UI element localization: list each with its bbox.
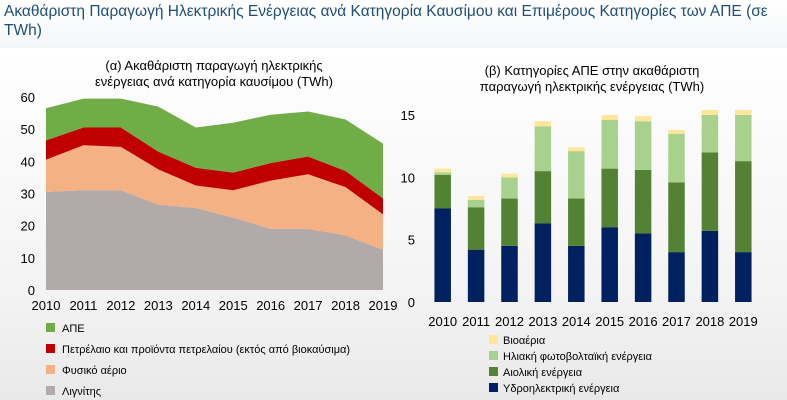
- bar-0: [467, 249, 485, 302]
- bar-1: [634, 169, 652, 234]
- bar-0: [735, 252, 752, 302]
- chart-b-x-tick: 2018: [695, 314, 724, 329]
- bar-3: [501, 173, 518, 178]
- area-series-0: [46, 190, 383, 290]
- bar-1: [568, 198, 585, 246]
- chart-a-x-tick: 2012: [106, 298, 135, 313]
- chart-a-y-tick: 30: [21, 187, 35, 202]
- chart-a-x-tick: 2016: [256, 298, 285, 313]
- bar-2: [501, 177, 518, 199]
- chart-a-legend-label: Λιγνίτης: [62, 386, 101, 398]
- chart-a-x-tick: 2010: [32, 298, 61, 313]
- chart-a-y-tick: 20: [21, 219, 35, 234]
- chart-a-legend-label: Φυσικό αέριο: [62, 365, 127, 377]
- chart-a-title-line: (α) Ακαθάριστη παραγωγή ηλεκτρικής: [105, 58, 322, 73]
- bar-0: [601, 227, 618, 302]
- bar-1: [534, 171, 552, 224]
- chart-a-legend-label: Πετρέλαιο και προϊόντα πετρελαίου (εκτός…: [62, 344, 350, 356]
- bar-3: [534, 121, 552, 127]
- bar-0: [501, 245, 518, 302]
- bar-1: [701, 152, 719, 231]
- chart-b-title-line: (β) Κατηγορίες ΑΠΕ στην ακαθάριστη: [485, 63, 700, 78]
- chart-a-legend-swatch: [46, 386, 55, 395]
- chart-a-x-tick: 2011: [69, 298, 97, 313]
- bar-2: [634, 121, 652, 170]
- chart-b-y-tick: 10: [401, 170, 415, 185]
- area-series-3: [46, 98, 383, 199]
- chart-a-y-tick: 50: [21, 122, 35, 137]
- bar-1: [601, 168, 618, 228]
- page-title: Ακαθάριστη Παραγωγή Ηλεκτρικής Ενέργειας…: [4, 3, 768, 39]
- bar-3: [668, 129, 685, 134]
- bar-0: [634, 233, 652, 302]
- chart-a-legend-label: ΑΠΕ: [62, 323, 85, 335]
- bar-2: [701, 115, 719, 153]
- bar-1: [668, 182, 685, 253]
- chart-b-legend-swatch: [489, 335, 498, 344]
- header-band: [0, 0, 787, 50]
- bar-0: [668, 252, 685, 302]
- bar-3: [434, 168, 451, 173]
- chart-b-y-tick: 0: [408, 295, 415, 310]
- bar-3: [467, 196, 485, 200]
- chart-a-y-tick: 0: [28, 283, 35, 298]
- area-series-2: [46, 127, 383, 215]
- chart-a-x-tick: 2013: [144, 298, 173, 313]
- area-series-1: [46, 145, 383, 250]
- bar-3: [634, 116, 652, 122]
- bar-1: [434, 174, 451, 209]
- bar-0: [701, 230, 719, 302]
- chart-b-y-tick: 5: [408, 233, 415, 248]
- chart-a-y-tick: 10: [21, 251, 35, 266]
- bar-3: [568, 147, 585, 152]
- bar-1: [467, 207, 485, 250]
- chart-a-legend-swatch: [46, 365, 55, 374]
- chart-a-legend-swatch: [46, 323, 55, 332]
- bar-3: [601, 115, 618, 120]
- bar-2: [568, 151, 585, 199]
- bar-2: [534, 126, 552, 172]
- chart-a-y-tick: 40: [21, 154, 35, 169]
- chart-b-legend-label: Ηλιακή φωτοβολταϊκή ενέργεια: [503, 351, 653, 363]
- chart-b-legend-label: Υδροηλεκτρική ενέργεια: [503, 383, 620, 395]
- chart-b-x-tick: 2012: [495, 314, 524, 329]
- chart-b-x-tick: 2014: [562, 314, 591, 329]
- chart-b-x-tick: 2011: [462, 314, 490, 329]
- chart-a-y-tick: 60: [21, 90, 35, 105]
- chart-b-x-tick: 2010: [428, 314, 457, 329]
- chart-a-x-tick: 2019: [369, 298, 398, 313]
- bar-2: [735, 115, 752, 162]
- bar-2: [467, 199, 485, 208]
- chart-a-x-tick: 2014: [181, 298, 210, 313]
- chart-b-legend-swatch: [489, 367, 498, 376]
- bar-3: [735, 110, 752, 115]
- bar-0: [434, 208, 451, 302]
- chart-a-x-tick: 2018: [331, 298, 360, 313]
- chart-a-x-tick: 2017: [294, 298, 323, 313]
- chart-a-legend-swatch: [46, 344, 55, 353]
- bar-0: [568, 245, 585, 302]
- bar-1: [501, 198, 518, 246]
- bar-2: [434, 172, 451, 175]
- chart-b-x-tick: 2017: [662, 314, 691, 329]
- chart-b-x-tick: 2019: [729, 314, 758, 329]
- bar-2: [668, 133, 685, 183]
- chart-b-legend-swatch: [489, 351, 498, 360]
- chart-b-x-tick: 2015: [595, 314, 624, 329]
- chart-b-legend-label: Αιολική ενέργεια: [503, 367, 583, 379]
- chart-a-title-line: ενέργειας ανά κατηγορία καυσίμου (TWh): [95, 74, 333, 89]
- chart-b-x-tick: 2013: [528, 314, 557, 329]
- bar-3: [701, 110, 719, 115]
- chart-b-title-line: παραγωγή ηλεκτρικής ενέργειας (TWh): [480, 79, 704, 94]
- bar-1: [735, 161, 752, 253]
- chart-b-x-tick: 2016: [629, 314, 658, 329]
- bar-2: [601, 119, 618, 169]
- bar-0: [534, 223, 552, 302]
- chart-b-legend-swatch: [489, 383, 498, 392]
- chart-b-y-tick: 15: [401, 108, 415, 123]
- chart-b-legend-label: Βιοαέρια: [503, 335, 546, 347]
- chart-a-x-tick: 2015: [219, 298, 248, 313]
